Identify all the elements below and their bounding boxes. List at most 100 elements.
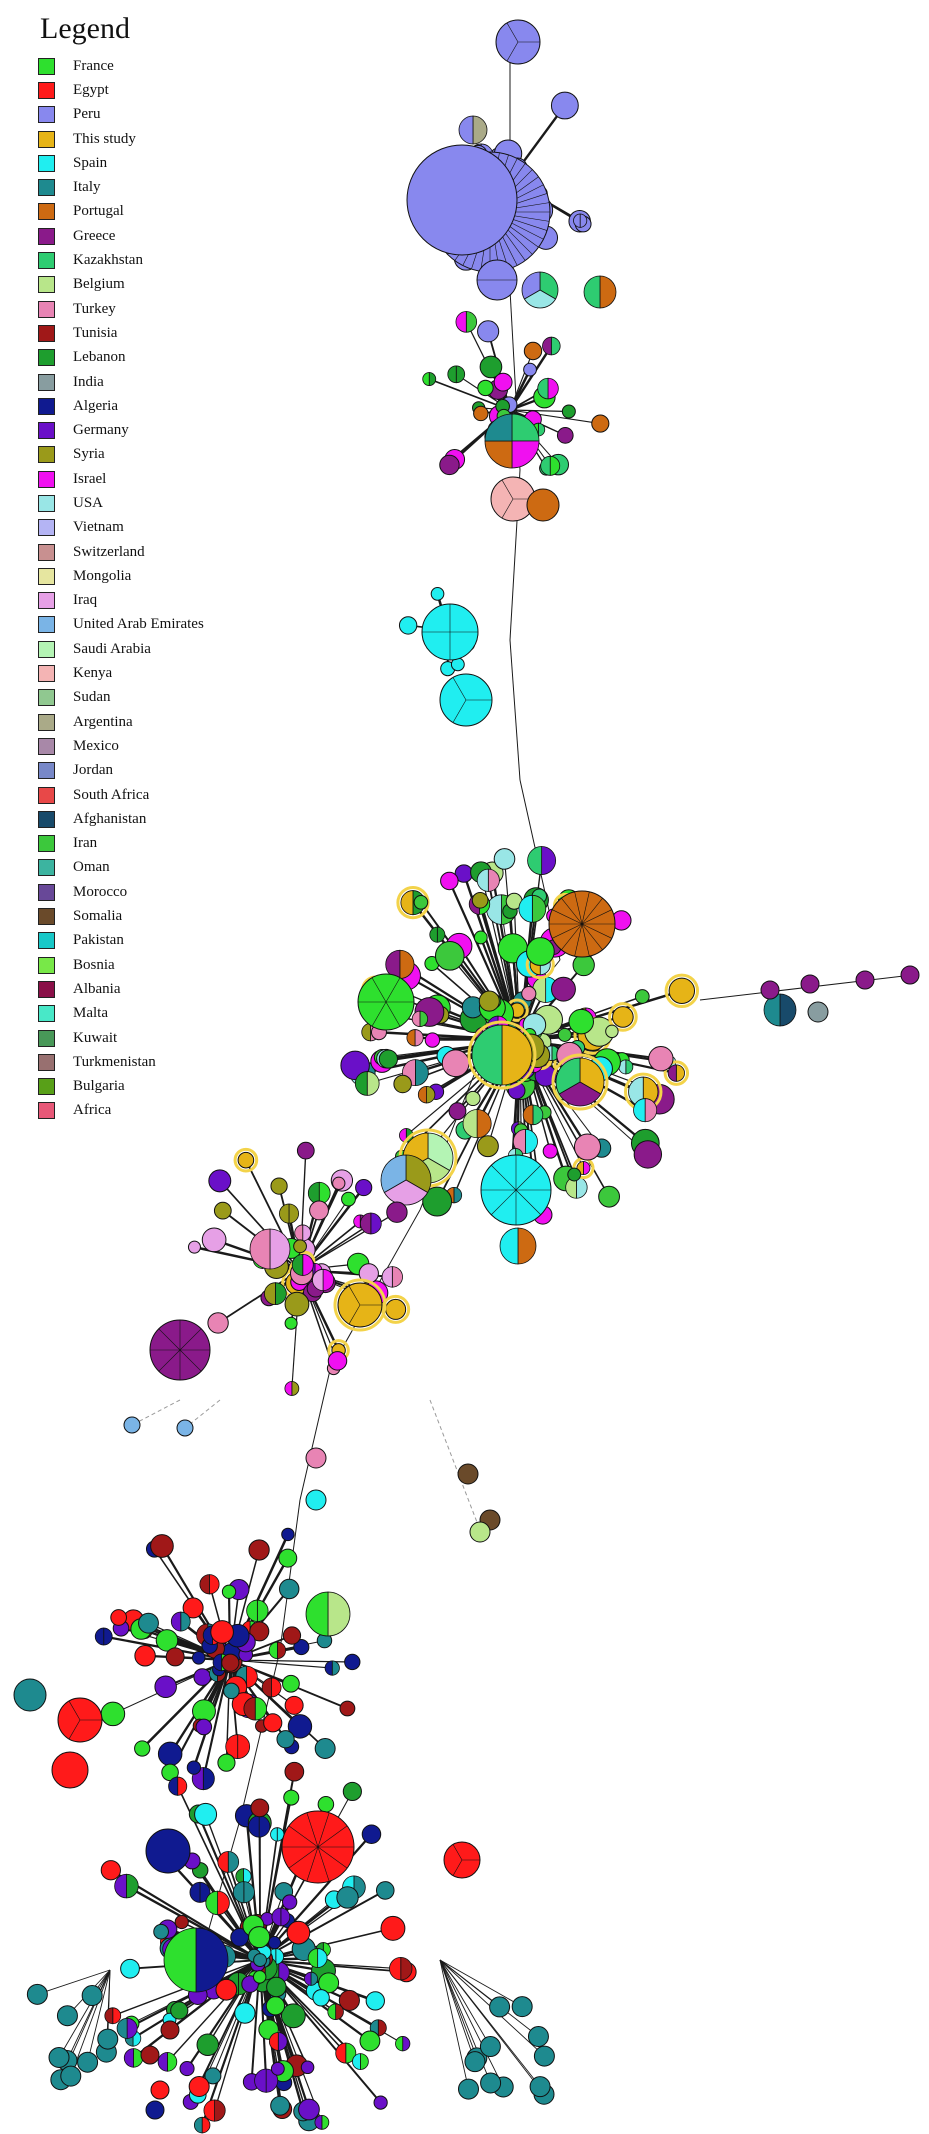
legend-item: USA [38, 491, 204, 515]
haplotype-node [333, 1278, 387, 1332]
network-edge [439, 1959, 469, 2090]
haplotype-node [279, 1203, 299, 1224]
legend-swatch [38, 227, 55, 245]
legend-item: This study [38, 127, 204, 151]
legend-label: Peru [73, 106, 101, 123]
legend-label: Israel [73, 470, 107, 487]
haplotype-node [490, 476, 536, 522]
haplotype-node [150, 2080, 170, 2100]
haplotype-node [284, 1291, 310, 1317]
haplotype-node [284, 1761, 305, 1782]
haplotype-node [386, 1201, 408, 1223]
haplotype-node [223, 1682, 240, 1700]
network-edge [299, 1369, 331, 1501]
network-edge [508, 345, 553, 411]
legend-label: United Arab Emirates [73, 616, 204, 633]
haplotype-node [170, 1611, 191, 1632]
legend-swatch [38, 397, 55, 415]
legend-label: Algeria [73, 397, 118, 414]
network-edge [125, 1885, 261, 1962]
haplotype-node [308, 1181, 331, 1205]
haplotype-node [264, 1282, 287, 1306]
legend-swatch [38, 883, 55, 901]
legend-swatch [38, 713, 55, 731]
haplotype-node [458, 115, 488, 145]
legend-label: Argentina [73, 713, 133, 730]
haplotype-node [556, 427, 574, 444]
haplotype-node [233, 1881, 255, 1904]
haplotype-node [284, 1381, 300, 1396]
legend-swatch [38, 786, 55, 804]
legend-swatch [38, 980, 55, 998]
legend-label: Albania [73, 980, 121, 997]
legend-label: Mexico [73, 737, 119, 754]
haplotype-node [359, 2030, 381, 2052]
legend-label: Turkey [73, 300, 116, 317]
legend-label: Belgium [73, 276, 125, 293]
network-edge [509, 639, 521, 781]
haplotype-node [457, 1463, 479, 1485]
haplotype-node [473, 930, 488, 945]
haplotype-node [430, 587, 445, 601]
legend-label: Morocco [73, 883, 128, 900]
legend-item: Vietnam [38, 516, 204, 540]
legend-label: Lebanon [73, 349, 126, 366]
legend-item: Morocco [38, 880, 204, 904]
haplotype-node [210, 1620, 234, 1644]
legend-item: Syria [38, 443, 204, 467]
haplotype-node [281, 1894, 298, 1910]
haplotype-node [292, 1253, 314, 1276]
legend-item: Switzerland [38, 540, 204, 564]
haplotype-node [188, 2075, 210, 2097]
haplotype-node [526, 488, 560, 522]
haplotype-node [521, 986, 537, 1002]
haplotype-node [234, 2002, 256, 2024]
legend-item: Argentina [38, 710, 204, 734]
haplotype-node [518, 894, 547, 923]
haplotype-node [511, 1996, 533, 2018]
legend-label: Iraq [73, 592, 98, 609]
haplotype-node [163, 1927, 229, 1993]
haplotype-node [469, 1521, 491, 1543]
legend-label: Greece [73, 227, 116, 244]
haplotype-node [663, 1060, 690, 1086]
network-edge [439, 1959, 523, 2007]
network-edge [439, 1959, 541, 2087]
haplotype-node [314, 2115, 330, 2130]
haplotype-node [480, 1154, 552, 1226]
legend-label: Turkmenistan [73, 1053, 156, 1070]
legend-swatch [38, 494, 55, 512]
haplotype-node [526, 937, 555, 966]
haplotype-node [243, 1696, 267, 1721]
haplotype-node [573, 213, 588, 228]
legend-item: India [38, 370, 204, 394]
haplotype-node [608, 1002, 638, 1032]
haplotype-node [233, 1147, 259, 1173]
legend-item: Italy [38, 175, 204, 199]
haplotype-node [634, 989, 650, 1004]
haplotype-node [294, 1224, 311, 1242]
haplotype-node [100, 1860, 121, 1881]
haplotype-node [800, 974, 820, 994]
haplotype-node [300, 2060, 315, 2075]
haplotype-node [540, 455, 561, 476]
haplotype-node [342, 1781, 362, 1802]
legend-label: Kuwait [73, 1029, 118, 1046]
haplotype-node [375, 1881, 395, 1900]
haplotype-node [13, 1678, 47, 1712]
haplotype-node [154, 1675, 177, 1699]
haplotype-node [529, 2076, 551, 2098]
network-nodes [13, 19, 920, 2134]
haplotype-node [296, 1141, 315, 1160]
haplotype-node [380, 1915, 406, 1941]
legend-item: Kazakhstan [38, 248, 204, 272]
haplotype-node [534, 1064, 557, 1087]
haplotype-node [134, 1645, 156, 1667]
haplotype-node [213, 1201, 232, 1220]
haplotype-node [145, 1828, 191, 1874]
haplotype-node [855, 970, 875, 990]
haplotype-node [523, 341, 543, 361]
haplotype-node [527, 2026, 549, 2048]
haplotype-node [537, 377, 559, 400]
haplotype-node [550, 91, 579, 120]
